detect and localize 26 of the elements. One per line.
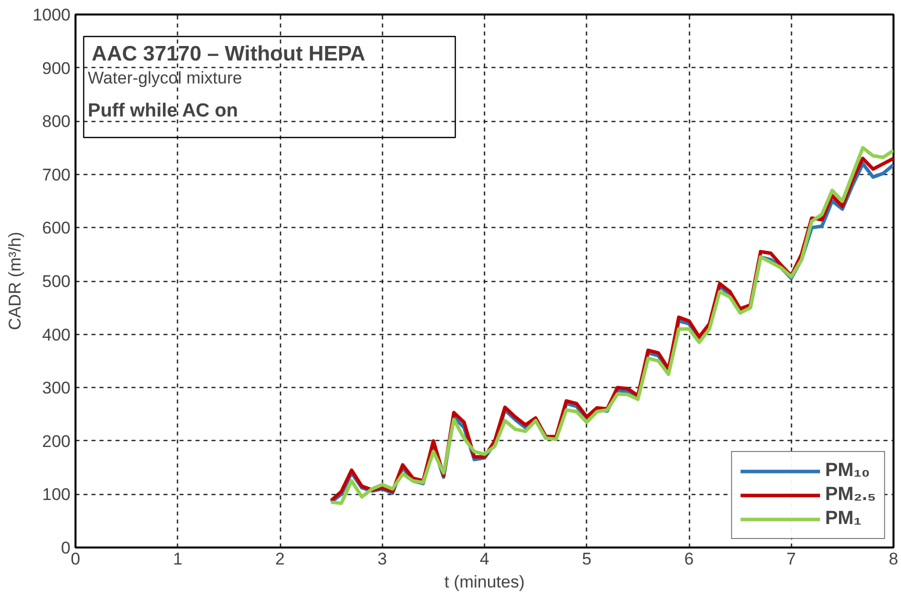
y-tick-label: 400 xyxy=(42,325,71,344)
x-tick-label: 7 xyxy=(786,550,796,568)
x-tick-label: 2 xyxy=(275,550,285,568)
x-tick-label: 1 xyxy=(173,550,182,568)
legend-label: PM₁ xyxy=(825,508,862,530)
text: AAC 37170 – Without HEPA xyxy=(92,42,366,66)
y-tick-label: 700 xyxy=(42,165,71,184)
y-tick-label: 100 xyxy=(42,485,71,504)
x-tick-label: 8 xyxy=(888,550,898,568)
y-tick-label: 300 xyxy=(42,378,71,398)
y-tick-label: 600 xyxy=(42,218,71,238)
y-tick-label: 900 xyxy=(42,58,71,78)
annotation: Puff while AC on xyxy=(88,100,238,122)
x-tick-label: 6 xyxy=(684,550,694,568)
y-tick-label: 500 xyxy=(42,272,71,291)
legend-label: PM₂.₅ xyxy=(825,484,876,506)
x-tick-label: 5 xyxy=(582,550,592,568)
x-tick-label: 4 xyxy=(480,550,490,568)
text: Water-glycol mixture xyxy=(88,68,242,88)
y-tick-label: 800 xyxy=(42,112,71,132)
x-tick-label: 3 xyxy=(378,550,387,568)
y-tick-label: 200 xyxy=(42,432,71,451)
y-axis-title: CADR (m³/h) xyxy=(6,232,25,330)
legend-label: PM₁₀ xyxy=(825,460,870,482)
y-tick-label: 1000 xyxy=(32,6,71,24)
x-axis-title: t (minutes) xyxy=(444,572,525,592)
